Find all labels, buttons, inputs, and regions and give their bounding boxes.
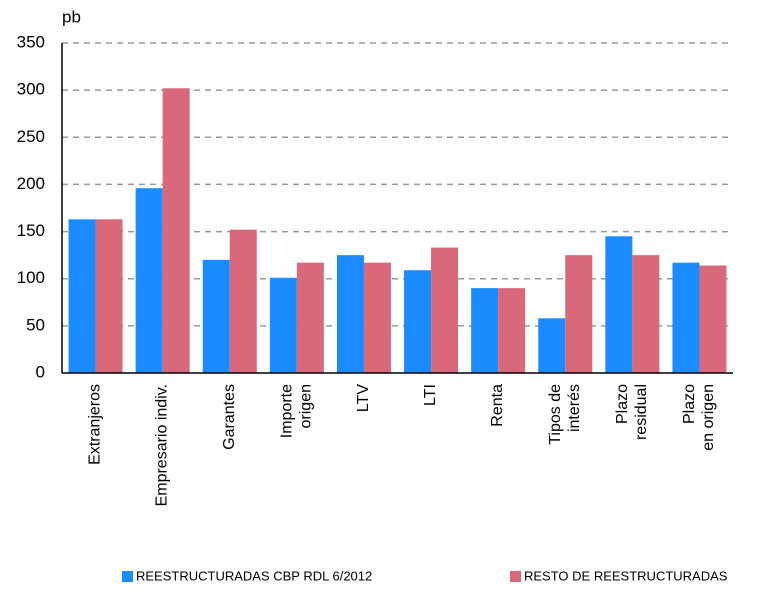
legend-swatch xyxy=(510,571,521,582)
bar xyxy=(135,188,163,373)
bar xyxy=(229,229,257,373)
x-tick-label: Importe origen xyxy=(279,384,315,438)
y-tick-label: 300 xyxy=(17,80,45,99)
y-axis-label: pb xyxy=(62,7,81,26)
y-tick-label: 100 xyxy=(17,268,45,287)
bar xyxy=(672,262,700,373)
y-tick-label: 0 xyxy=(36,362,45,381)
bar xyxy=(162,88,190,373)
bar xyxy=(538,318,566,373)
x-tick-label: Plazo residual xyxy=(614,384,650,440)
bar xyxy=(498,288,526,373)
legend-label: REESTRUCTURADAS CBP RDL 6/2012 xyxy=(136,568,372,583)
y-tick-label: 50 xyxy=(26,315,45,334)
x-tick-label: Garantes xyxy=(221,384,238,450)
bar xyxy=(269,277,297,373)
bar xyxy=(202,259,230,373)
bar xyxy=(95,219,123,373)
bar xyxy=(336,255,364,373)
y-tick-label: 200 xyxy=(17,174,45,193)
x-tick-label: Empresario indiv. xyxy=(154,384,171,506)
bar xyxy=(632,255,660,373)
x-tick-label: LTV xyxy=(355,384,372,412)
bar xyxy=(565,255,593,373)
y-tick-label: 250 xyxy=(17,127,45,146)
y-tick-label: 150 xyxy=(17,221,45,240)
legend-swatch xyxy=(122,571,133,582)
bar xyxy=(699,265,727,373)
bar xyxy=(363,262,391,373)
legend-label: RESTO DE REESTRUCTURADAS xyxy=(524,568,728,583)
x-tick-label: Tipos de interés xyxy=(547,384,583,445)
bar xyxy=(404,270,432,373)
bar xyxy=(471,288,499,373)
x-tick-label: Plazo en origen xyxy=(681,384,717,451)
bar xyxy=(68,219,96,373)
x-tick-label: Extranjeros xyxy=(87,384,104,465)
x-tick-label: Renta xyxy=(489,384,506,427)
y-tick-label: 350 xyxy=(17,32,45,51)
bar xyxy=(605,236,633,373)
bar xyxy=(431,247,459,373)
bar xyxy=(296,262,324,373)
x-tick-label: LTI xyxy=(422,384,439,406)
